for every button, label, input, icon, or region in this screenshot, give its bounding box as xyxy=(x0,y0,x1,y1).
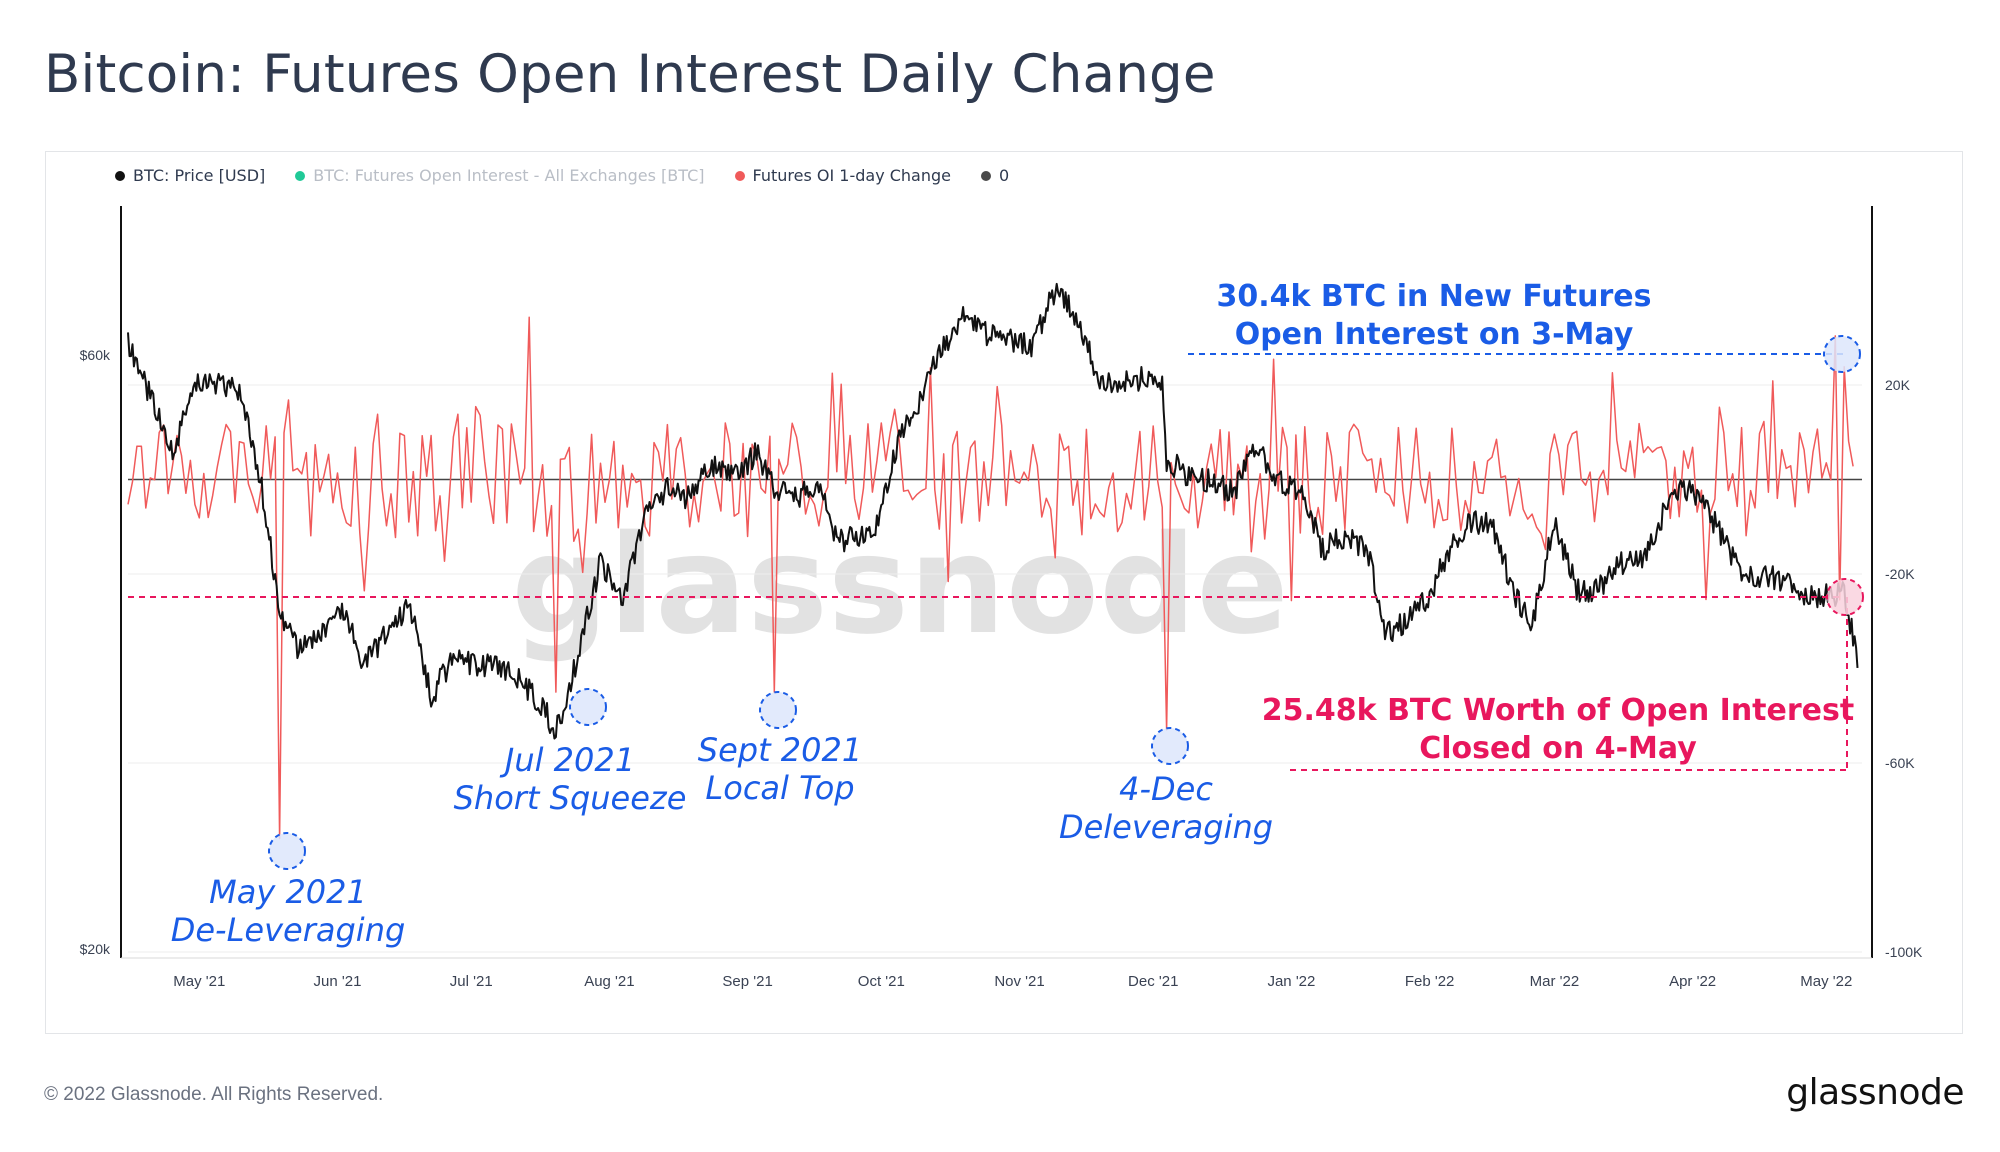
legend-item-oi-change[interactable]: Futures OI 1-day Change xyxy=(734,166,952,185)
x-tick-label: Aug '21 xyxy=(584,973,634,990)
legend-item-open-interest[interactable]: BTC: Futures Open Interest - All Exchang… xyxy=(295,166,705,185)
may2021-annotation-line2: De-Leveraging xyxy=(171,911,406,949)
gridlines xyxy=(128,384,1862,953)
price-series-line xyxy=(127,282,1859,740)
legend-item-price[interactable]: BTC: Price [USD] xyxy=(115,166,265,185)
oi-change-series-line xyxy=(127,316,1854,840)
x-tick-label: Jan '22 xyxy=(1267,973,1315,990)
right-tick-label: 20K xyxy=(1885,377,1911,393)
dec4-highlight-marker xyxy=(1151,727,1189,765)
sep2021-annotation-line1: Sept 2021 xyxy=(698,731,862,769)
jul2021-annotation-line1: Jul 2021 xyxy=(499,741,635,779)
x-tick-label: Apr '22 xyxy=(1669,973,1716,990)
legend-label: BTC: Futures Open Interest - All Exchang… xyxy=(313,166,705,185)
x-tick-label: Nov '21 xyxy=(994,973,1044,990)
left-tick-label: $60k xyxy=(80,347,111,363)
jul2021-annotation-line2: Short Squeeze xyxy=(454,779,687,817)
closed-oi-annotation-line2: Closed on 4-May xyxy=(1419,731,1697,766)
dec4-annotation-line2: Deleveraging xyxy=(1059,808,1273,846)
new-oi-annotation-line1: 30.4k BTC in New Futures xyxy=(1217,279,1652,314)
new-oi-annotation-line2: Open Interest on 3-May xyxy=(1235,317,1634,352)
brand-logo[interactable]: glassnode xyxy=(1786,1072,1964,1113)
x-tick-label: Feb '22 xyxy=(1405,973,1455,990)
legend-item-zero[interactable]: 0 xyxy=(981,166,1009,185)
copyright-footer: © 2022 Glassnode. All Rights Reserved. xyxy=(44,1084,384,1105)
dec4-annotation-line1: 4-Dec xyxy=(1119,770,1213,808)
legend-label: Futures OI 1-day Change xyxy=(752,166,952,185)
right-tick-label: -60K xyxy=(1885,755,1915,771)
legend-label: 0 xyxy=(999,166,1010,185)
x-tick-label: Jul '21 xyxy=(450,973,493,990)
chart-title: Bitcoin: Futures Open Interest Daily Cha… xyxy=(44,44,1216,105)
x-tick-labels: May '21 Jun '21 Jul '21 Aug '21 Sep '21 Oct '… xyxy=(173,973,1852,990)
closed-oi-annotation-line1: 25.48k BTC Worth of Open Interest xyxy=(1262,693,1854,728)
legend-dot-icon xyxy=(115,170,125,181)
sep2021-highlight-marker xyxy=(759,691,797,729)
sep2021-annotation-line2: Local Top xyxy=(705,769,854,807)
x-tick-label: Sep '21 xyxy=(722,973,772,990)
may2021-highlight-marker xyxy=(268,832,306,870)
legend: BTC: Price [USD] BTC: Futures Open Inter… xyxy=(115,166,1009,185)
legend-dot-icon xyxy=(734,170,745,181)
chart-frame xyxy=(45,151,1963,1034)
new-oi-highlight-marker xyxy=(1823,335,1861,373)
legend-label: BTC: Price [USD] xyxy=(133,166,266,185)
left-tick-label: $20k xyxy=(80,941,111,957)
legend-dot-icon xyxy=(981,170,991,181)
x-tick-label: May '21 xyxy=(173,973,225,990)
x-tick-label: Oct '21 xyxy=(858,973,905,990)
x-tick-label: May '22 xyxy=(1800,973,1852,990)
right-tick-label: -100K xyxy=(1885,944,1923,960)
x-tick-label: Mar '22 xyxy=(1530,973,1580,990)
jul2021-highlight-marker xyxy=(569,688,607,726)
x-tick-label: Dec '21 xyxy=(1128,973,1178,990)
legend-dot-icon xyxy=(295,170,306,181)
closed-oi-highlight-marker xyxy=(1826,578,1864,616)
x-tick-label: Jun '21 xyxy=(314,973,362,990)
may2021-annotation-line1: May 2021 xyxy=(209,873,367,911)
right-tick-label: -20K xyxy=(1885,566,1915,582)
